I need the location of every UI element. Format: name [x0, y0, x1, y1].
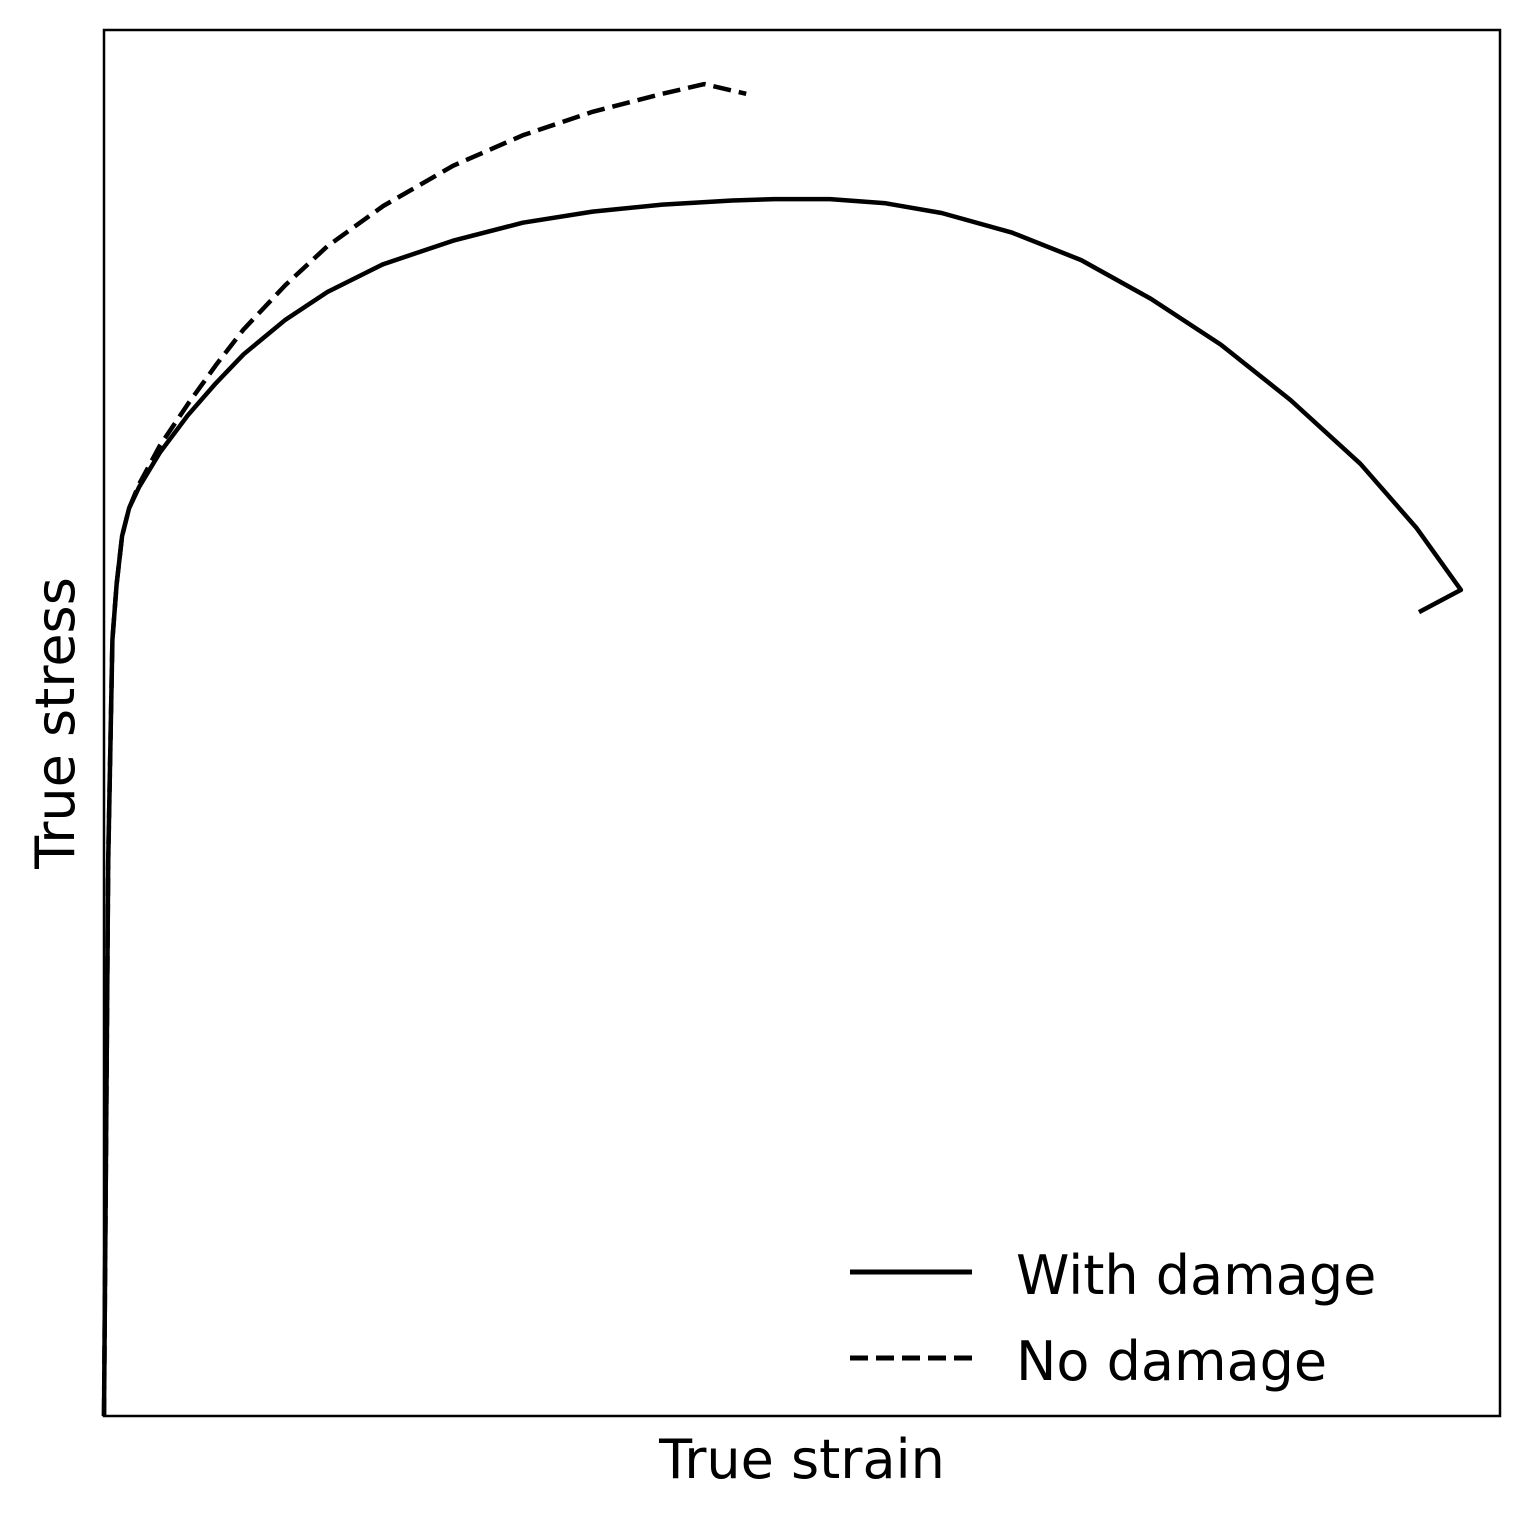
legend: With damage No damage	[850, 1244, 1376, 1393]
y-axis-label: True stress	[24, 577, 87, 870]
legend-label-with-damage: With damage	[1016, 1244, 1376, 1307]
plot-lines	[101, 81, 1464, 1417]
series-line-no-damage	[101, 81, 747, 1417]
legend-label-no-damage: No damage	[1016, 1330, 1327, 1393]
x-axis-label: True strain	[658, 1428, 945, 1491]
plot-frame	[102, 28, 1502, 1418]
